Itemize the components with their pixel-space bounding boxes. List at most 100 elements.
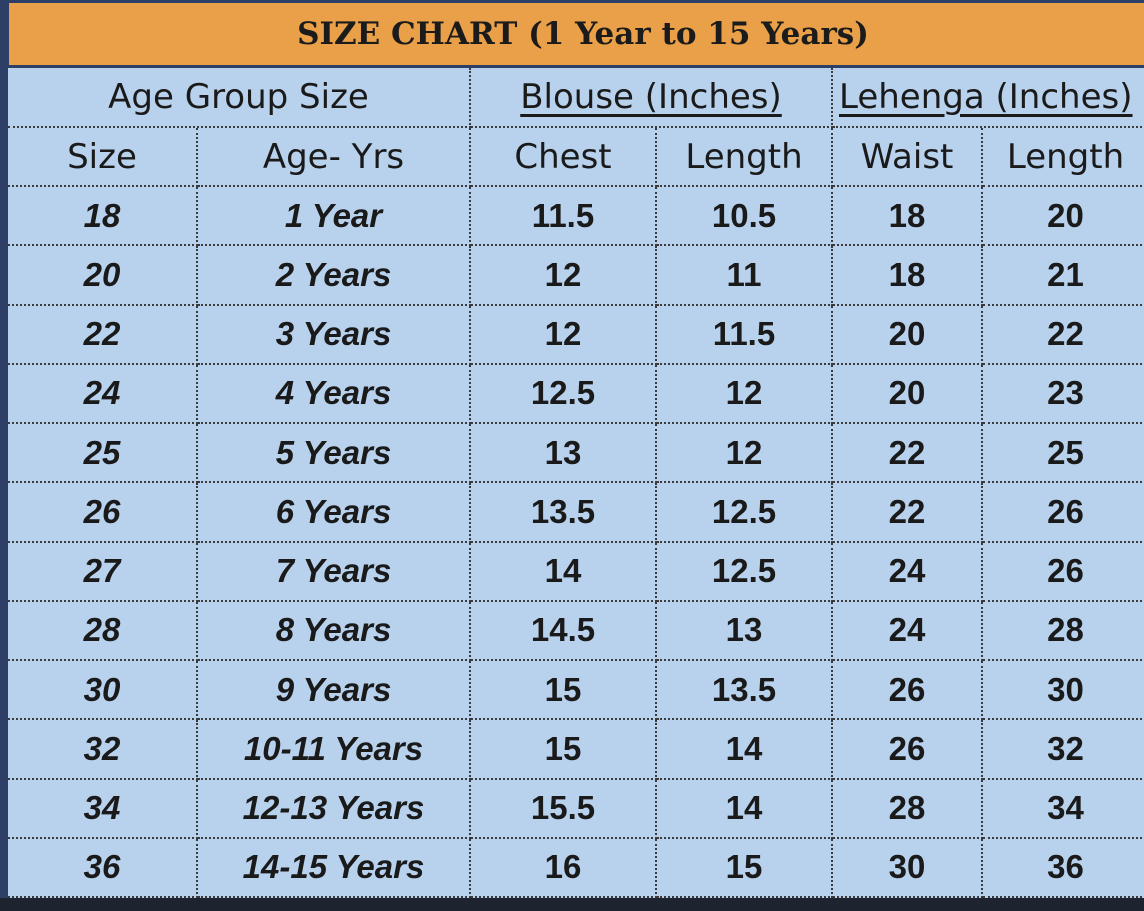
table-cell: 12.5 <box>471 364 657 424</box>
title-text: SIZE CHART (1 Year to 15 Years) <box>297 16 869 52</box>
table-cell-text: 13.5 <box>530 492 596 530</box>
table-cell-text: 28 <box>888 789 926 827</box>
table-cell: 25 <box>983 424 1144 484</box>
table-cell: 14 <box>471 542 657 602</box>
table-cell: 22 <box>983 306 1144 365</box>
table-cell-text: 13.5 <box>711 670 777 708</box>
table-cell-text: 21 <box>1047 255 1084 293</box>
column-header-text: Size <box>67 136 137 177</box>
table-cell: 9 Years <box>198 661 471 721</box>
column-header-text: Age- Yrs <box>262 136 405 177</box>
table-cell-text: 13 <box>544 433 582 471</box>
column-header: Waist <box>833 128 983 187</box>
table-cell: 32 <box>983 720 1144 780</box>
table-cell-text: 30 <box>1047 670 1084 708</box>
table-cell-text: 22 <box>888 433 926 471</box>
table-cell: 12.5 <box>657 542 833 602</box>
table-cell-text: 25 <box>83 433 121 471</box>
table-cell-text: 15 <box>544 670 582 708</box>
table-cell: 34 <box>983 780 1144 839</box>
table-cell: 15 <box>471 661 657 721</box>
group-header-text: Lehenga (Inches) <box>839 77 1133 117</box>
table-cell: 14 <box>657 779 833 839</box>
table-cell-text: 26 <box>1047 552 1084 590</box>
table-cell-text: 36 <box>1047 848 1084 886</box>
column-header-text: Chest <box>514 136 612 177</box>
table-cell-text: 34 <box>1047 789 1084 827</box>
table-cell-text: 18 <box>888 196 926 234</box>
table-cell: 26 <box>833 720 983 780</box>
table-cell: 34 <box>8 779 198 839</box>
table-cell-text: 13 <box>725 611 763 649</box>
table-cell-text: 15.5 <box>530 789 596 827</box>
table-cell-text: 20 <box>1047 196 1084 234</box>
table-cell-text: 26 <box>83 492 121 530</box>
table-cell-text: 32 <box>83 729 121 767</box>
table-cell-text: 12.5 <box>711 492 777 530</box>
table-cell: 12 <box>657 424 833 484</box>
table-cell-text: 11 <box>726 255 762 293</box>
table-cell-text: 10.5 <box>711 196 777 234</box>
table-cell-text: 14-15 Years <box>242 848 425 886</box>
table-cell: 23 <box>983 365 1144 424</box>
table-cell-text: 20 <box>888 374 926 412</box>
table-cell-text: 15 <box>725 848 763 886</box>
table-cell-text: 24 <box>83 374 121 412</box>
table-cell-text: 36 <box>83 848 121 886</box>
bottom-border <box>0 898 1144 911</box>
table-cell-text: 30 <box>888 848 926 886</box>
table-cell: 4 Years <box>198 364 471 424</box>
table-cell: 14-15 Years <box>198 838 471 898</box>
table-cell-text: 20 <box>888 315 926 353</box>
table-cell: 20 <box>833 305 983 365</box>
table-cell-text: 26 <box>1047 492 1084 530</box>
table-cell-text: 25 <box>1047 433 1084 471</box>
table-cell-text: 11.5 <box>531 196 595 234</box>
table-cell: 25 <box>8 424 198 484</box>
table-cell: 20 <box>8 246 198 306</box>
table-cell: 36 <box>8 838 198 898</box>
table-cell-text: 11.5 <box>712 315 776 353</box>
table-cell-text: 12 <box>725 433 763 471</box>
column-header-text: Length <box>1006 136 1125 177</box>
table-cell: 30 <box>983 661 1144 721</box>
table-cell: 15 <box>657 838 833 898</box>
table-cell-text: 5 Years <box>275 433 392 471</box>
table-cell: 26 <box>983 483 1144 543</box>
left-border <box>0 0 8 911</box>
table-cell: 13 <box>657 601 833 661</box>
column-header: Size <box>8 128 198 187</box>
table-cell-text: 10-11 Years <box>243 729 424 767</box>
column-header: Length <box>983 128 1144 187</box>
group-header: Age Group Size <box>8 68 471 128</box>
table-cell: 18 <box>833 187 983 247</box>
table-cell-text: 12 <box>544 255 582 293</box>
table-cell-text: 24 <box>888 552 926 590</box>
table-cell-text: 32 <box>1047 729 1084 767</box>
table-cell-text: 23 <box>1047 374 1084 412</box>
table-cell: 28 <box>983 602 1144 661</box>
table-cell-text: 3 Years <box>275 315 392 353</box>
table-cell: 13.5 <box>657 661 833 721</box>
table-cell-text: 27 <box>83 552 121 590</box>
table-cell: 2 Years <box>198 246 471 306</box>
table-cell-text: 14.5 <box>530 611 596 649</box>
table-cell: 13.5 <box>471 483 657 543</box>
table-cell: 18 <box>833 246 983 306</box>
table-cell: 32 <box>8 720 198 780</box>
table-cell: 12.5 <box>657 483 833 543</box>
table-cell-text: 15 <box>544 729 582 767</box>
table-cell: 18 <box>8 187 198 247</box>
table-cell-text: 26 <box>888 670 926 708</box>
table-cell-text: 28 <box>1047 611 1084 649</box>
column-header-text: Length <box>685 136 803 177</box>
table-cell: 1 Year <box>198 187 471 247</box>
table-cell-text: 9 Years <box>275 670 392 708</box>
table-cell: 11 <box>657 246 833 306</box>
table-cell: 5 Years <box>198 424 471 484</box>
table-cell-text: 14 <box>725 729 763 767</box>
table-cell: 22 <box>833 424 983 484</box>
table-cell-text: 34 <box>83 789 121 827</box>
table-cell-text: 12.5 <box>711 552 777 590</box>
